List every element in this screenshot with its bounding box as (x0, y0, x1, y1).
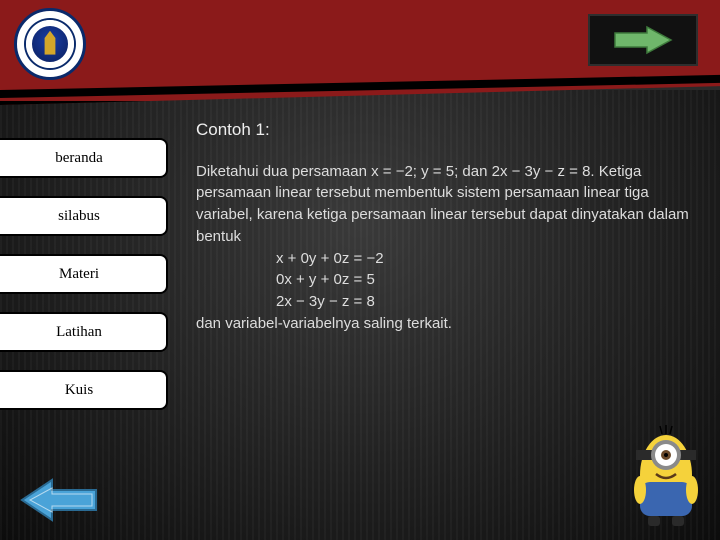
minion-icon (626, 420, 706, 530)
next-button[interactable] (588, 14, 698, 66)
back-button[interactable] (18, 478, 98, 522)
intro-text: Diketahui dua persamaan x = −2; y = 5; d… (196, 163, 689, 245)
next-arrow-icon (613, 25, 673, 55)
logo-emblem (26, 20, 74, 68)
back-arrow-icon (18, 478, 98, 522)
example-title: Contoh 1: (196, 118, 690, 143)
content-area: Contoh 1: Diketahui dua persamaan x = −2… (196, 118, 690, 335)
equation-1: x + 0y + 0z = −2 (276, 248, 690, 270)
sidebar-nav: beranda silabus Materi Latihan Kuis (0, 138, 168, 410)
nav-materi[interactable]: Materi (0, 254, 168, 294)
example-body: Diketahui dua persamaan x = −2; y = 5; d… (196, 161, 690, 335)
outro-text: dan variabel-variabelnya saling terkait. (196, 315, 452, 332)
nav-silabus[interactable]: silabus (0, 196, 168, 236)
equation-3: 2x − 3y − z = 8 (276, 291, 690, 313)
nav-beranda[interactable]: beranda (0, 138, 168, 178)
nav-kuis[interactable]: Kuis (0, 370, 168, 410)
mascot-character (626, 420, 706, 530)
nav-latihan[interactable]: Latihan (0, 312, 168, 352)
equation-2: 0x + y + 0z = 5 (276, 269, 690, 291)
university-logo (14, 8, 86, 80)
